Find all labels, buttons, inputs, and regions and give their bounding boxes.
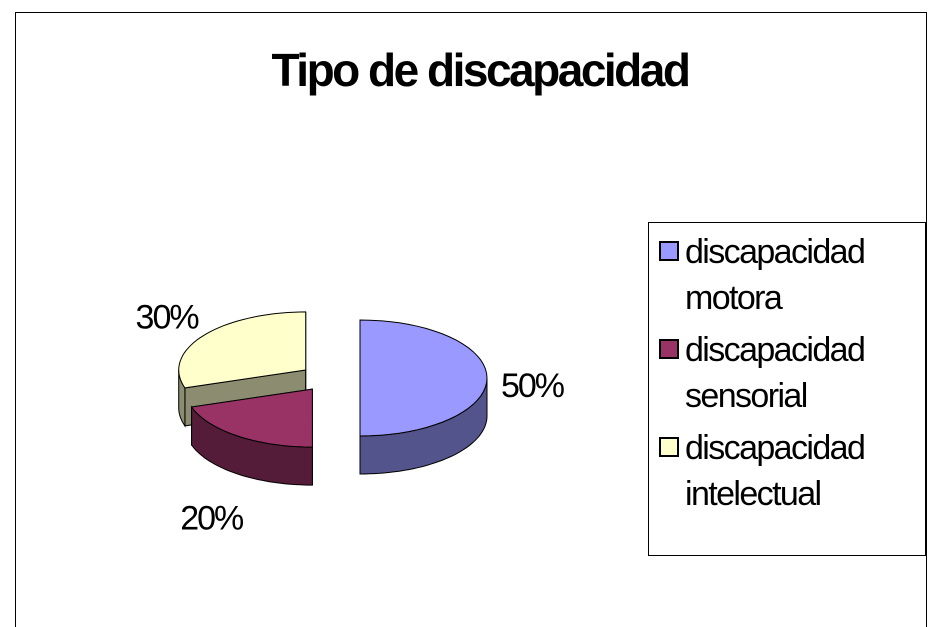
- value-label: 20%: [180, 499, 244, 537]
- slice-top: [359, 319, 488, 437]
- legend: discapacidad motora discapacidad sensoria…: [648, 222, 926, 556]
- slice-top: [190, 388, 313, 448]
- value-label: 30%: [136, 298, 200, 336]
- legend-label: discapacidad sensorial: [685, 331, 866, 415]
- chart-title: Tipo de discapacidad: [272, 44, 689, 96]
- legend-entry: discapacidad intelectual: [659, 425, 917, 517]
- legend-entry: discapacidad sensorial: [659, 327, 917, 419]
- legend-swatch: [659, 339, 679, 359]
- pie-slice: [359, 319, 488, 475]
- pie-slice: [190, 388, 313, 486]
- slice-top: [178, 311, 307, 389]
- legend-label: discapacidad intelectual: [685, 429, 866, 513]
- legend-swatch: [659, 241, 679, 261]
- legend-entry: discapacidad motora: [659, 229, 917, 321]
- value-label: 50%: [501, 367, 565, 405]
- legend-label: discapacidad motora: [685, 233, 866, 317]
- legend-swatch: [659, 437, 679, 457]
- chart-frame: [15, 12, 927, 627]
